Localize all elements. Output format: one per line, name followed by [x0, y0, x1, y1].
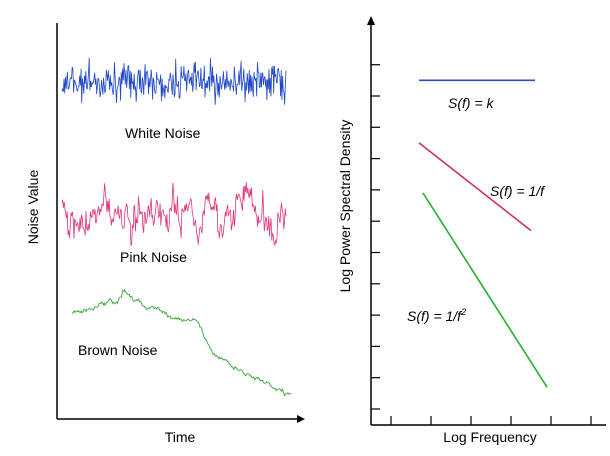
s-1f2-line — [422, 192, 548, 388]
s-1f-line — [418, 142, 532, 232]
s-1f2-exponent: 2 — [460, 307, 466, 317]
right-y-axis-arrow — [367, 16, 375, 25]
left-x-axis-title: Time — [165, 429, 196, 445]
white-noise-trace — [61, 57, 287, 105]
s-1f-equation: S(f) = 1/f — [490, 183, 546, 199]
brown-noise-trace — [71, 288, 292, 397]
s-1f2-equation: S(f) = 1/f2 — [407, 307, 466, 324]
time-domain-panel: White Noise Pink Noise Brown Noise Time … — [25, 23, 305, 445]
right-x-axis-title: Log Frequency — [443, 429, 536, 445]
left-x-axis-arrow — [297, 415, 305, 423]
s-k-equation: S(f) = k — [448, 95, 495, 111]
left-y-axis-title: Noise Value — [25, 170, 41, 245]
pink-noise-trace — [61, 182, 287, 247]
brown-noise-label: Brown Noise — [78, 342, 158, 358]
right-y-axis-title: Log Power Spectral Density — [337, 120, 353, 293]
white-noise-label: White Noise — [125, 125, 201, 141]
pink-noise-label: Pink Noise — [120, 249, 187, 265]
spectrum-panel: S(f) = k S(f) = 1/f S(f) = 1/f2 Log Freq… — [337, 16, 606, 445]
